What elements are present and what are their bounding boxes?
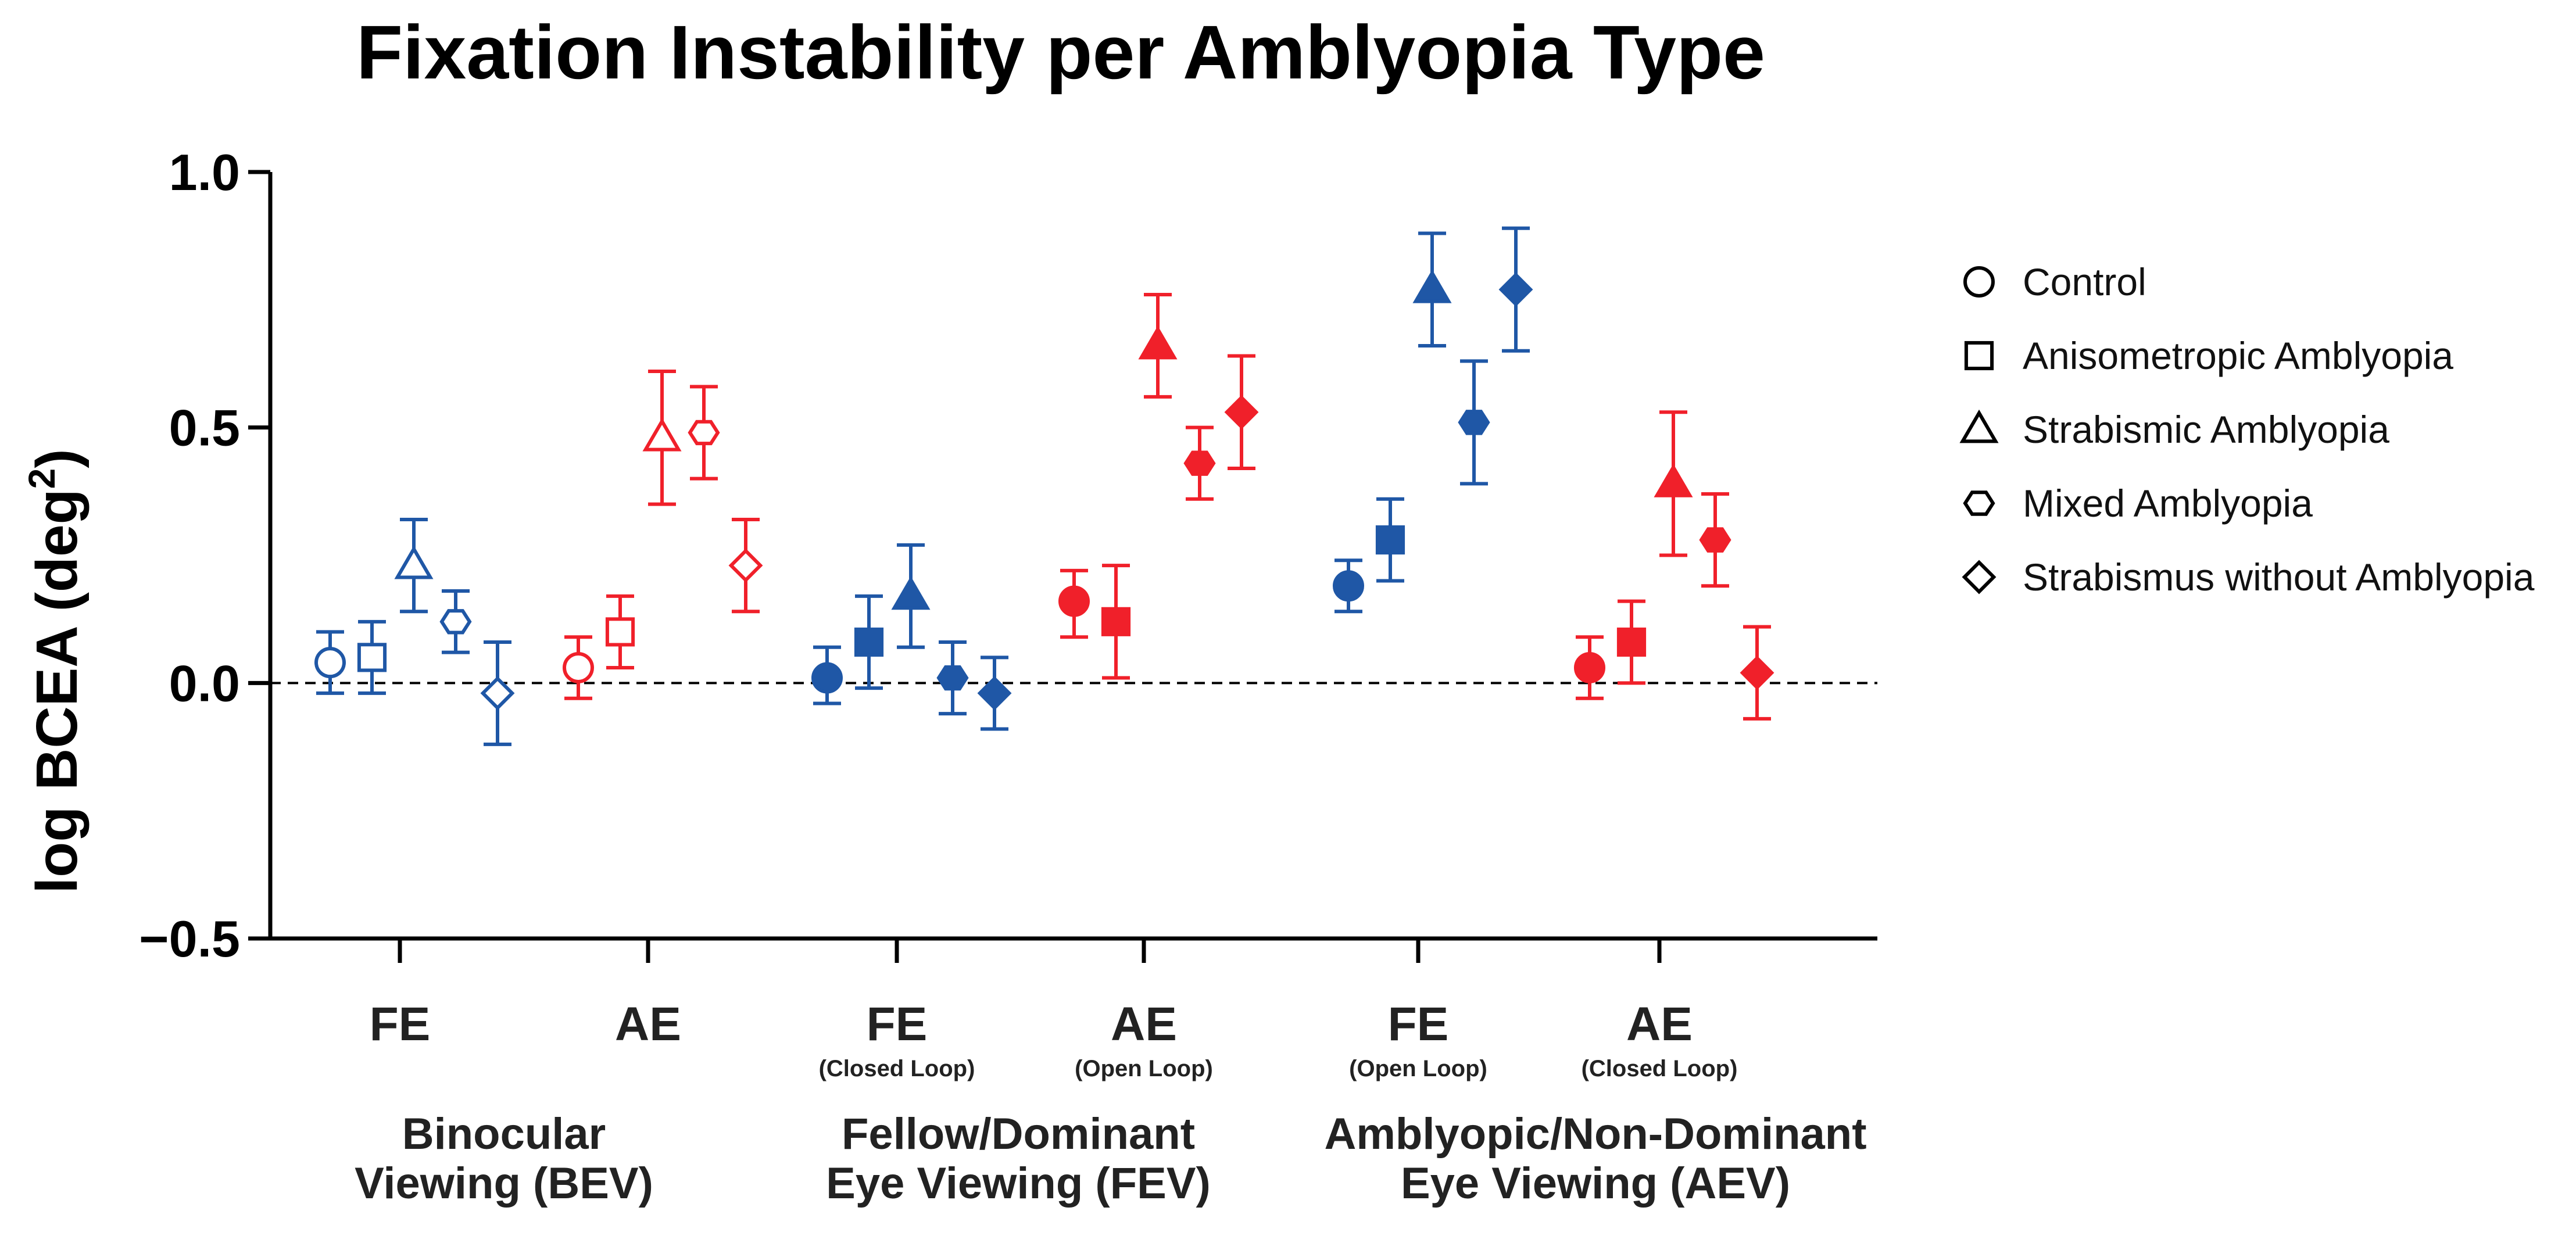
series-1 [563, 369, 763, 700]
category-label: FE [867, 998, 928, 1051]
x-axis-labels: FE AE FE (Closed Loop) AE (Open Loop) FE (Open … [355, 998, 1866, 1208]
y-tick-label: 0.0 [169, 654, 240, 712]
group-label: Viewing (BEV) [355, 1159, 653, 1208]
category-sublabel: (Closed Loop) [1582, 1056, 1738, 1081]
legend: Control Anisometropic Amblyopia Strabismic… [1959, 260, 2535, 599]
data-point-triangle [394, 545, 434, 579]
data-point-diamond [1224, 395, 1259, 429]
data-point-square [854, 627, 884, 657]
legend-label: Control [2023, 260, 2146, 303]
legend-hexagon-icon [1963, 490, 1995, 516]
legend-label: Strabismic Amblyopia [2023, 408, 2389, 451]
legend-entry: Strabismus without Amblyopia [1962, 556, 2535, 599]
data-point-diamond [977, 676, 1012, 711]
axes: 1.0 0.5 0.0 −0.5 [139, 144, 1877, 968]
legend-entry: Anisometropic Amblyopia [1964, 334, 2453, 377]
data-point-square [1616, 627, 1647, 657]
legend-triangle-icon [1959, 409, 1999, 443]
data-point-circle [314, 647, 346, 679]
chart-title: Fixation Instability per Amblyopia Type [356, 9, 1765, 95]
series-2 [811, 543, 1012, 731]
data-point-triangle [891, 576, 931, 610]
y-tick-label: 1.0 [169, 144, 240, 201]
legend-label: Anisometropic Amblyopia [2023, 334, 2453, 377]
data-point-circle [1333, 570, 1364, 602]
legend-entry: Control [1963, 260, 2146, 303]
data-point-circle [563, 651, 594, 683]
data-point-square [357, 643, 387, 672]
series-3 [1058, 293, 1259, 680]
data-point-triangle [642, 417, 682, 452]
data-point-hexagon [1699, 527, 1731, 553]
data-point-triangle [1654, 464, 1693, 497]
data-point-triangle [1412, 269, 1452, 303]
data-point-hexagon [688, 420, 720, 446]
data-point-circle [1058, 585, 1090, 617]
category-sublabel: (Closed Loop) [819, 1056, 975, 1081]
legend-label: Mixed Amblyopia [2023, 482, 2313, 525]
category-label: AE [1111, 998, 1177, 1051]
y-axis-label-main: log BCEA (deg [24, 489, 90, 893]
category-sublabel: (Open Loop) [1349, 1056, 1487, 1081]
data-point-square [605, 617, 635, 647]
y-tick-label: −0.5 [139, 910, 240, 968]
data-point-hexagon [1183, 450, 1216, 476]
group-label: Fellow/Dominant [842, 1109, 1195, 1159]
data-point-triangle [1138, 325, 1178, 360]
category-label: AE [1626, 998, 1693, 1051]
data-point-hexagon [936, 665, 969, 691]
legend-entry: Strabismic Amblyopia [1959, 408, 2389, 451]
legend-entry: Mixed Amblyopia [1963, 482, 2313, 525]
group-label: Amblyopic/Non-Dominant [1324, 1109, 1866, 1159]
data-point-diamond [1498, 272, 1533, 307]
y-tick-label: 0.5 [169, 399, 240, 457]
y-axis-label-superscript: 2 [21, 468, 63, 489]
category-label: FE [1388, 998, 1449, 1051]
data-marks [314, 226, 1774, 746]
data-point-square [1375, 525, 1405, 555]
group-label: Binocular [402, 1109, 606, 1159]
data-point-diamond [480, 676, 515, 711]
group-label: Eye Viewing (FEV) [826, 1159, 1211, 1208]
data-point-circle [1574, 651, 1605, 683]
data-point-diamond [1740, 655, 1774, 690]
data-point-circle [811, 662, 843, 694]
series-4 [1333, 226, 1533, 614]
data-point-diamond [728, 548, 763, 583]
legend-diamond-icon [1962, 560, 1997, 594]
y-axis-label-close: ) [24, 449, 90, 468]
category-label: FE [370, 998, 431, 1051]
data-point-square [1101, 607, 1131, 636]
legend-circle-icon [1963, 266, 1995, 298]
series-5 [1574, 410, 1774, 721]
category-sublabel: (Open Loop) [1075, 1056, 1213, 1081]
y-axis-label: log BCEA (deg2) [21, 449, 90, 893]
group-label: Eye Viewing (AEV) [1401, 1159, 1790, 1208]
series-0 [314, 517, 515, 746]
data-point-hexagon [1458, 410, 1490, 435]
legend-label: Strabismus without Amblyopia [2023, 556, 2535, 599]
category-label: AE [615, 998, 681, 1051]
legend-square-icon [1964, 341, 1994, 371]
data-point-hexagon [439, 609, 472, 635]
